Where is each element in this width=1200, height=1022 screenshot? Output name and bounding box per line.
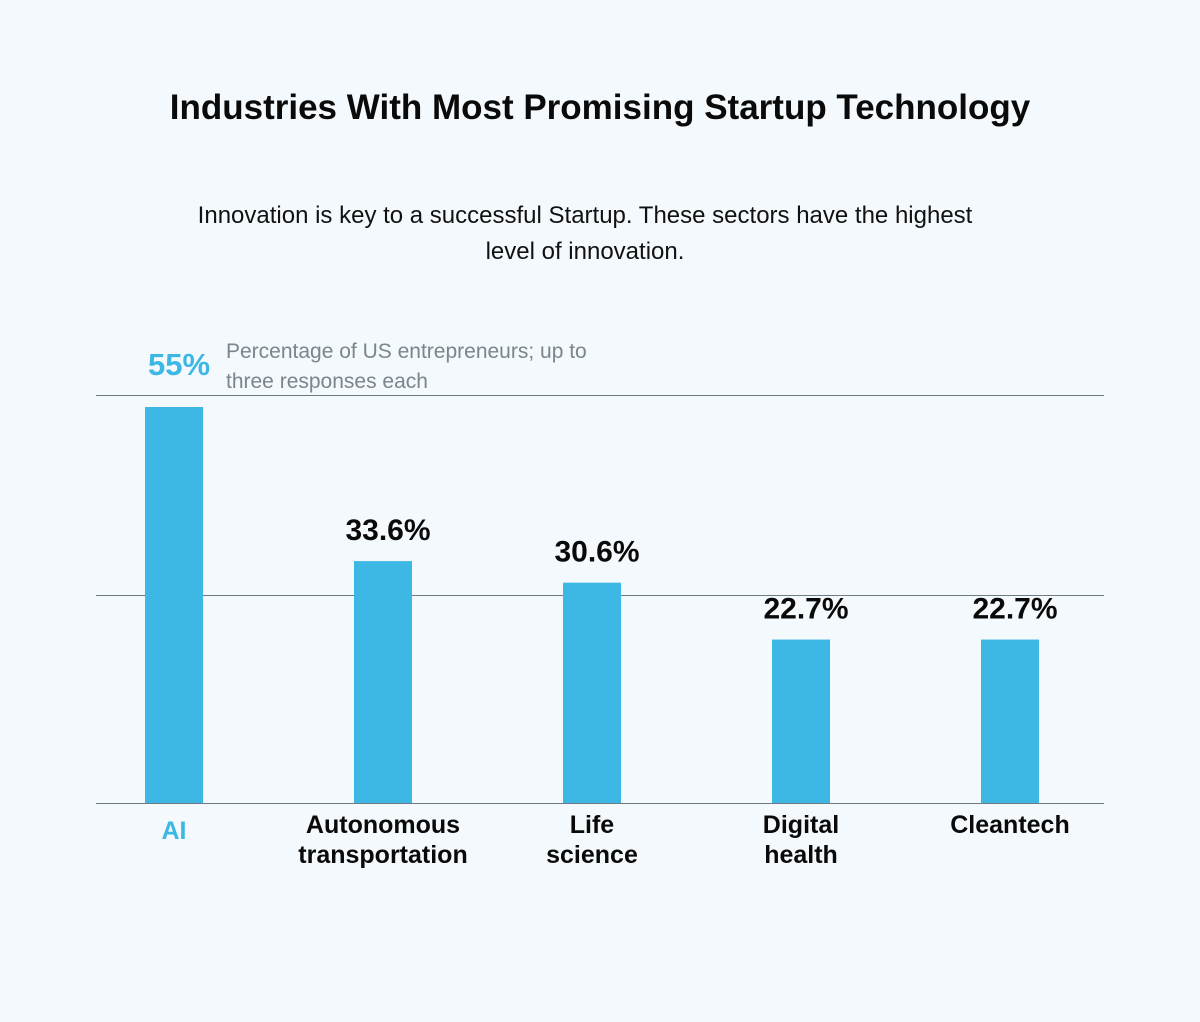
category-label-2: Life: [570, 811, 615, 839]
data-label-3: 22.7%: [763, 593, 848, 626]
bar-2: [563, 582, 621, 803]
bar-1: [354, 561, 412, 803]
data-label-0: 55%: [148, 347, 210, 382]
category-label-1: Autonomous: [306, 811, 460, 839]
data-label-1: 33.6%: [345, 514, 430, 547]
category-label-2: science: [546, 841, 638, 869]
category-label-4: Cleantech: [950, 811, 1069, 839]
chart-subtitle: Innovation is key to a successful Startu…: [197, 202, 973, 265]
bar-0: [145, 407, 203, 803]
category-label-3: health: [764, 841, 838, 869]
chart-note: Percentage of US entrepreneurs; up to th…: [226, 340, 587, 393]
bar-3: [772, 639, 830, 803]
category-label-0: AI: [162, 817, 187, 845]
category-label-3: Digital: [763, 811, 839, 839]
data-label-4: 22.7%: [972, 593, 1057, 626]
bar-4: [981, 639, 1039, 803]
chart-title: Industries With Most Promising Startup T…: [169, 88, 1031, 127]
data-label-2: 30.6%: [554, 536, 639, 569]
category-label-1: transportation: [298, 841, 467, 869]
